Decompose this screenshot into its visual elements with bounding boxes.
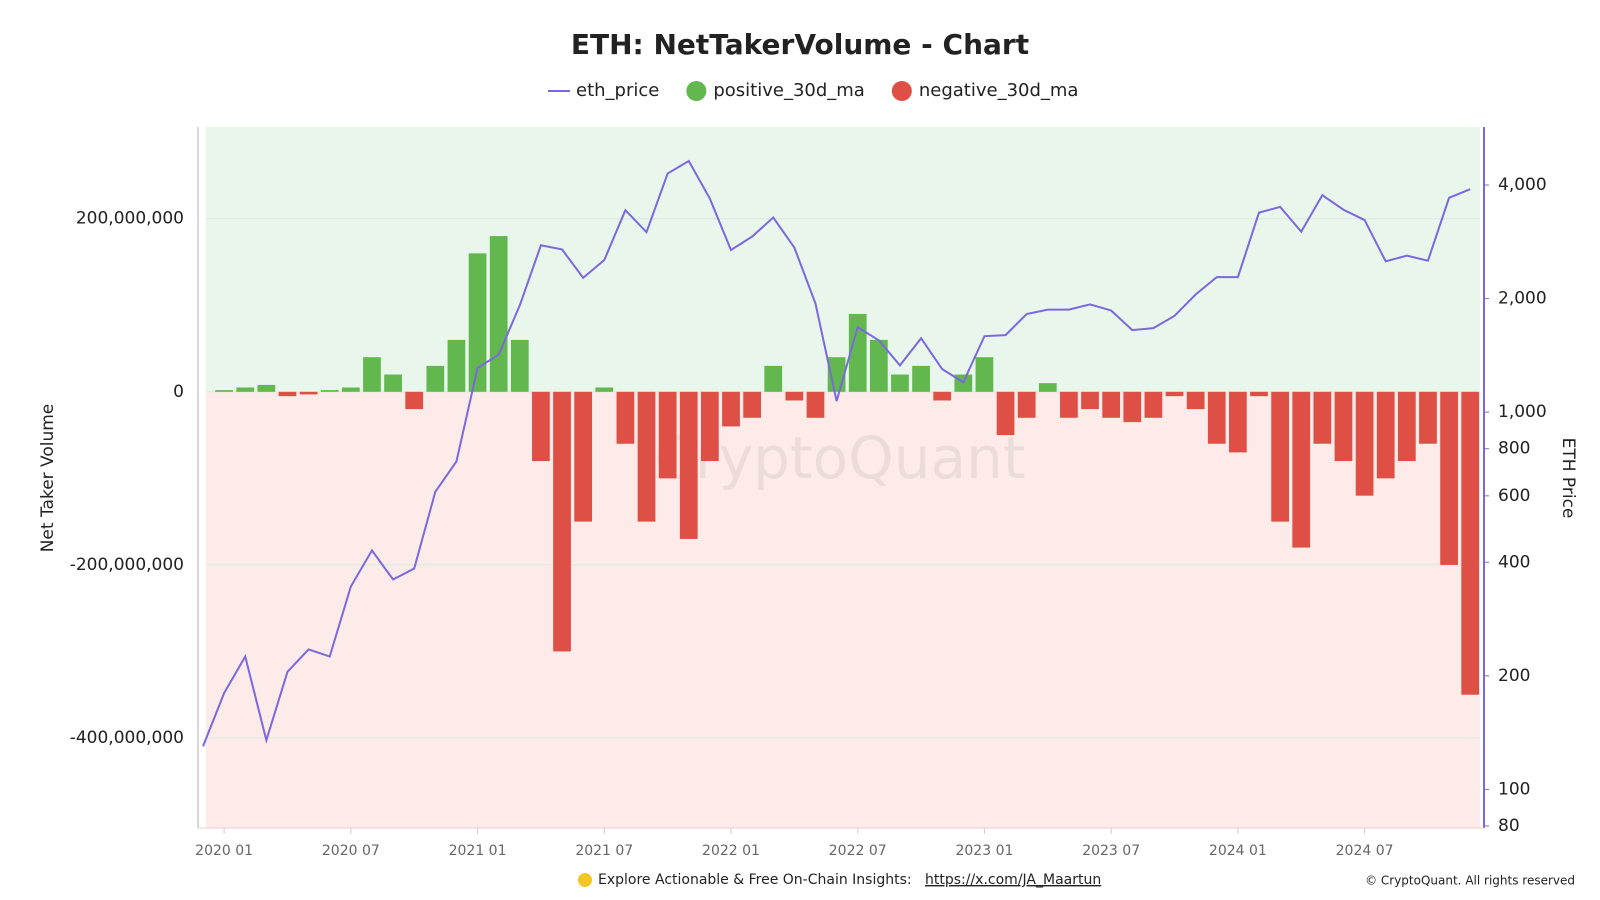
y-tick-label: 200,000,000 [76, 209, 184, 229]
bar [996, 391, 1015, 436]
bar [1165, 391, 1184, 397]
x-tick-label: 2023 01 [955, 843, 1013, 859]
bar [679, 391, 698, 539]
bar [1123, 391, 1142, 423]
legend-dot [686, 81, 707, 101]
bar [806, 391, 825, 418]
x-tick-label: 2024 07 [1336, 843, 1394, 859]
bar [616, 391, 635, 444]
bar [363, 357, 381, 392]
legend: eth_price positive_30d_ma negative_30d_ma [548, 80, 1078, 101]
bar [384, 374, 402, 392]
bar [1081, 391, 1099, 410]
bar [468, 253, 487, 392]
bar [933, 391, 952, 401]
x-tick-label: 2023 07 [1082, 843, 1140, 859]
bar [1419, 391, 1437, 444]
x-tick-label: 2022 07 [829, 843, 887, 859]
legend-label: negative_30d_ma [919, 80, 1079, 101]
bar [1355, 391, 1374, 496]
bar [1440, 391, 1458, 565]
bar [1186, 391, 1205, 410]
bar [701, 391, 719, 462]
positive-zone [206, 127, 1480, 392]
y2-tick-label: 600 [1498, 486, 1530, 506]
y-axis-title: Net Taker Volume [38, 404, 58, 553]
y-tick-label: -400,000,000 [70, 728, 184, 748]
y2-tick-label: 800 [1498, 439, 1530, 459]
y2-tick-label: 100 [1498, 779, 1530, 799]
bar [320, 390, 339, 392]
bar [1461, 391, 1480, 695]
bar [236, 387, 255, 392]
bar [975, 357, 994, 392]
footer-link[interactable]: https://x.com/JA_Maartun [925, 872, 1101, 888]
bar [658, 391, 677, 479]
y2-tick-label: 1,000 [1498, 402, 1547, 422]
bar [1229, 391, 1247, 453]
bar [574, 391, 593, 522]
bar [1250, 391, 1268, 397]
bar [848, 313, 867, 392]
legend-label: eth_price [576, 80, 659, 101]
bar [489, 236, 508, 392]
bar [595, 387, 614, 392]
bar [869, 339, 888, 392]
legend-dot [891, 81, 912, 101]
x-tick-label: 2020 01 [195, 843, 253, 859]
chart-title: ETH: NetTakerVolume - Chart [571, 28, 1029, 61]
y2-tick-label: 80 [1498, 816, 1520, 836]
y2-axis-title: ETH Price [1558, 438, 1578, 519]
bar [1102, 391, 1121, 418]
bar [553, 391, 571, 652]
bar [722, 391, 740, 427]
bar [341, 387, 360, 392]
bar [257, 384, 276, 392]
y-tick-label: -200,000,000 [70, 555, 184, 575]
footer-text: Explore Actionable & Free On-Chain Insig… [598, 872, 912, 888]
copyright: © CryptoQuant. All rights reserved [1365, 874, 1575, 888]
y2-tick-label: 400 [1498, 552, 1530, 572]
x-tick-label: 2021 01 [449, 843, 507, 859]
bar [426, 365, 445, 392]
bar [1334, 391, 1353, 462]
bar [1271, 391, 1289, 522]
price-line [202, 159, 1471, 747]
bar [785, 391, 804, 401]
bar [1017, 391, 1036, 418]
bar [743, 391, 761, 418]
bar [637, 391, 656, 522]
bell-icon [578, 873, 592, 887]
x-tick-label: 2021 07 [575, 843, 633, 859]
bar [764, 365, 783, 392]
bar [1376, 391, 1395, 479]
x-tick-label: 2022 01 [702, 843, 760, 859]
bar [405, 391, 424, 410]
y2-tick-label: 200 [1498, 666, 1530, 686]
bar [1292, 391, 1311, 548]
bar [1207, 391, 1226, 444]
bar [510, 339, 529, 392]
negative-zone [206, 391, 1480, 828]
bar [912, 365, 930, 392]
y2-tick-label: 2,000 [1498, 289, 1547, 309]
bar [891, 374, 909, 392]
legend-label: positive_30d_ma [713, 80, 865, 101]
bar [215, 390, 233, 392]
bar [299, 391, 318, 395]
y-tick-label: 0 [173, 382, 184, 402]
bar [447, 339, 466, 392]
x-tick-label: 2024 01 [1209, 843, 1267, 859]
bar [1060, 391, 1078, 418]
bar [1144, 391, 1163, 418]
bar [278, 391, 297, 397]
bar [1397, 391, 1416, 462]
bar [1313, 391, 1332, 444]
x-tick-label: 2020 07 [322, 843, 380, 859]
bar [532, 391, 550, 462]
bar [1038, 383, 1057, 392]
y2-tick-label: 4,000 [1498, 175, 1547, 195]
